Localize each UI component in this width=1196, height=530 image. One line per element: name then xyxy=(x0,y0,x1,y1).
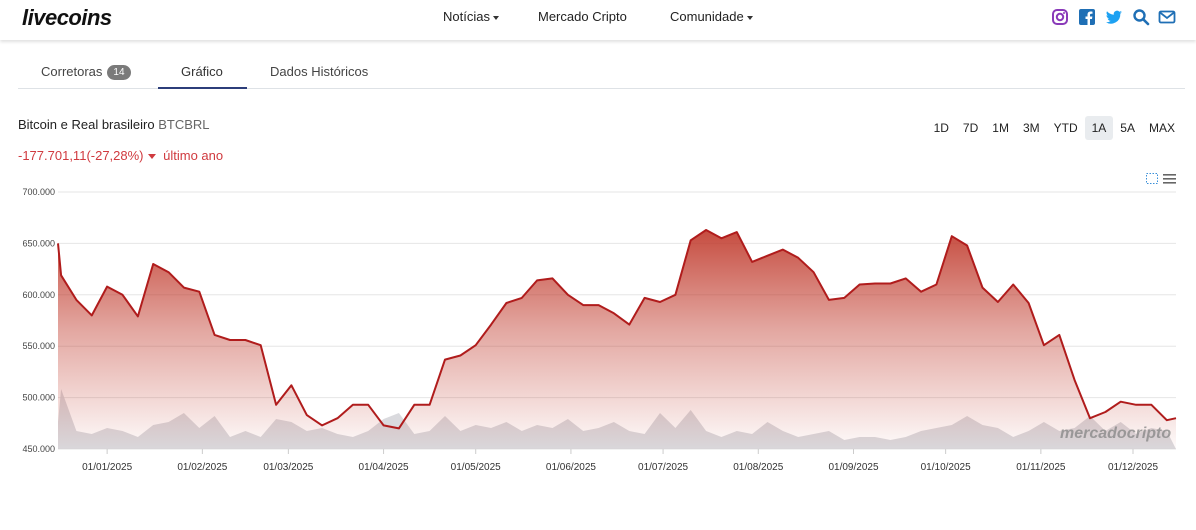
y-tick-label: 450.000 xyxy=(22,444,55,454)
search-icon[interactable] xyxy=(1132,8,1150,26)
x-tick-label: 01/08/2025 xyxy=(733,462,783,473)
x-axis: 01/01/2025 01/02/2025 01/03/2025 01/04/2025… xyxy=(82,449,1158,473)
y-tick-label: 550.000 xyxy=(22,341,55,351)
caret-down-icon xyxy=(492,15,499,20)
triangle-down-icon xyxy=(147,154,156,160)
x-tick-label: 01/04/2025 xyxy=(359,462,409,473)
x-tick-label: 01/03/2025 xyxy=(263,462,313,473)
y-tick-label: 650.000 xyxy=(22,238,55,248)
y-tick-label: 500.000 xyxy=(22,393,55,403)
twitter-icon[interactable] xyxy=(1105,8,1123,26)
x-tick-label: 01/02/2025 xyxy=(177,462,227,473)
x-tick-label: 01/12/2025 xyxy=(1108,462,1158,473)
price-chart[interactable]: 450.000 500.000 550.000 600.000 650.000 700.0… xyxy=(0,170,1196,490)
tabs: Corretoras 14 Gráfico Dados Históricos xyxy=(18,52,1185,89)
active-tab-indicator xyxy=(158,87,247,89)
x-tick-label: 01/05/2025 xyxy=(451,462,501,473)
y-tick-label: 700.000 xyxy=(22,187,55,197)
price-change: -177.701,11(-27,28%) último ano xyxy=(18,148,224,163)
x-tick-label: 01/01/2025 xyxy=(82,462,132,473)
range-3m[interactable]: 3M xyxy=(1022,121,1040,135)
y-axis: 450.000 500.000 550.000 600.000 650.000 700.0… xyxy=(22,187,55,454)
range-selector: 1D 7D 1M 3M YTD 1A 5A MAX xyxy=(927,116,1182,140)
watermark: mercadocripto xyxy=(1060,425,1171,442)
select-zoom-icon[interactable] xyxy=(1146,173,1158,184)
range-1d[interactable]: 1D xyxy=(933,121,949,135)
y-tick-label: 600.000 xyxy=(22,290,55,300)
tab-grafico[interactable]: Gráfico xyxy=(181,64,223,79)
pair-symbol: BTCBRL xyxy=(158,117,210,132)
menu-icon[interactable] xyxy=(1163,174,1176,184)
count-badge: 14 xyxy=(107,65,131,80)
x-tick-label: 01/09/2025 xyxy=(828,462,878,473)
caret-down-icon xyxy=(746,15,753,20)
range-7d[interactable]: 7D xyxy=(962,121,979,135)
mail-icon[interactable] xyxy=(1158,8,1176,26)
nav-comunidade[interactable]: Comunidade xyxy=(670,9,753,24)
range-ytd[interactable]: YTD xyxy=(1053,121,1078,135)
nav-mercado-cripto[interactable]: Mercado Cripto xyxy=(538,9,627,24)
nav-noticias[interactable]: Notícias xyxy=(443,9,499,24)
range-max[interactable]: MAX xyxy=(1148,121,1175,135)
range-1m[interactable]: 1M xyxy=(992,121,1009,135)
logo[interactable]: livecoins xyxy=(22,5,112,30)
instagram-icon[interactable] xyxy=(1051,8,1069,26)
range-1a[interactable]: 1A xyxy=(1084,116,1114,140)
x-tick-label: 01/06/2025 xyxy=(546,462,596,473)
x-tick-label: 01/11/2025 xyxy=(1016,462,1066,473)
price-area xyxy=(58,230,1176,449)
pair-title: Bitcoin e Real brasileiro BTCBRL xyxy=(18,117,210,132)
facebook-icon[interactable] xyxy=(1078,8,1096,26)
x-tick-label: 01/10/2025 xyxy=(921,462,971,473)
range-5a[interactable]: 5A xyxy=(1120,121,1135,135)
x-tick-label: 01/07/2025 xyxy=(638,462,688,473)
top-navbar: livecoins Notícias Mercado Cripto Comuni… xyxy=(0,0,1196,40)
tab-dados-historicos[interactable]: Dados Históricos xyxy=(270,64,369,79)
tab-corretoras[interactable]: Corretoras 14 xyxy=(41,64,131,80)
price-line xyxy=(57,229,1177,430)
